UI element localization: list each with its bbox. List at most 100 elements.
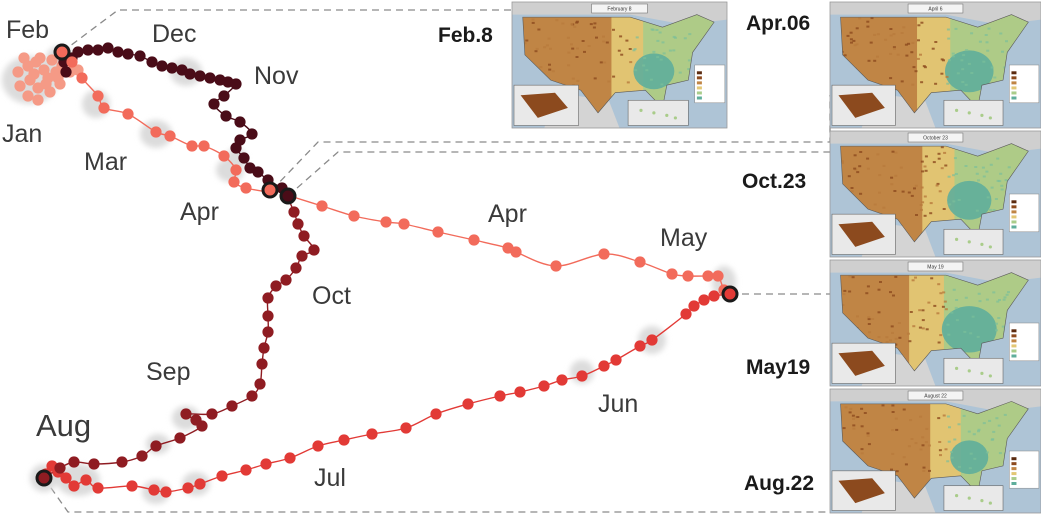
curve-dot-fall-23 <box>296 250 308 262</box>
curve-dot-jan-cluster-16 <box>46 54 58 66</box>
curve-dot-summer-25 <box>182 482 194 494</box>
curve-dot-fall-20 <box>270 280 282 292</box>
curve-dot-fall-19 <box>262 292 274 304</box>
curve-dot-fall-22 <box>290 262 302 274</box>
curve-dot-summer-17 <box>366 428 378 440</box>
map-title: August 22 <box>924 394 947 400</box>
curve-dot-winter-3 <box>72 46 84 58</box>
date-label-aug22: Aug.22 <box>744 472 814 495</box>
curve-dot-fall-10 <box>180 408 192 420</box>
curve-dot-spring-early-13 <box>240 182 252 194</box>
curve-dot-winter-6 <box>102 42 114 54</box>
curve-dot-summer-8 <box>598 360 610 372</box>
curve-dot-spring-late-2 <box>348 210 360 222</box>
curve-dot-spring-early-1 <box>66 56 78 68</box>
month-label-jan: Jan <box>2 120 42 148</box>
curve-dot-spring-early-2 <box>76 72 88 84</box>
curve-dot-fall-14 <box>254 378 266 390</box>
curve-dot-spring-early-6 <box>150 126 162 138</box>
curve-dot-fall-2 <box>68 456 80 468</box>
curve-dot-winter-9 <box>134 50 146 62</box>
curve-dot-spring-early-11 <box>230 164 242 176</box>
curve-dot-jan-cluster-5 <box>14 80 26 92</box>
map-title: February 8 <box>607 7 631 13</box>
curve-dot-summer-30 <box>80 474 92 486</box>
curve-dot-summer-24 <box>194 478 206 490</box>
curve-dot-summer-20 <box>284 452 296 464</box>
curve-dot-winter-24 <box>246 128 258 140</box>
curve-dot-fall-12 <box>226 400 238 412</box>
curve-dot-fall-24 <box>308 244 320 256</box>
curve-dot-summer-7 <box>610 354 622 366</box>
curve-dot-fall-15 <box>256 358 268 370</box>
curve-dot-summer-11 <box>538 380 550 392</box>
curve-dot-summer-9 <box>576 370 588 382</box>
curve-dot-summer-4 <box>680 308 692 320</box>
curve-dot-summer-5 <box>646 334 658 346</box>
month-label-jul: Jul <box>314 464 346 492</box>
curve-dot-fall-27 <box>288 206 300 218</box>
curve-dot-fall-1 <box>54 462 66 474</box>
month-label-nov: Nov <box>254 62 299 90</box>
curve-dot-fall-9 <box>190 414 202 426</box>
curve-dot-spring-early-3 <box>92 90 104 102</box>
map-hawaii-inset <box>943 357 1004 384</box>
map-hawaii-inset <box>627 99 689 126</box>
curve-dot-summer-15 <box>430 408 442 420</box>
month-label-sep: Sep <box>146 358 190 386</box>
month-label-apr-right: Apr <box>488 200 527 228</box>
curve-dot-spring-late-9 <box>550 260 562 272</box>
curve-dot-winter-15 <box>194 70 206 82</box>
curve-dot-fall-11 <box>206 408 218 420</box>
curve-dot-jan-cluster-18 <box>18 52 30 64</box>
curve-dot-jan-cluster-9 <box>22 90 34 102</box>
curve-dot-spring-late-14 <box>702 270 714 282</box>
curve-dot-summer-12 <box>514 386 526 398</box>
curve-dot-summer-26 <box>160 486 172 498</box>
curve-dot-winter-27 <box>238 152 250 164</box>
curve-dot-winter-4 <box>82 44 94 56</box>
curve-dot-winter-7 <box>112 46 124 58</box>
curve-dot-fall-7 <box>174 432 186 444</box>
curve-dot-spring-late-5 <box>432 226 444 238</box>
month-label-apr-left: Apr <box>180 198 219 226</box>
curve-dot-winter-23 <box>234 116 246 128</box>
marker-may19 <box>721 285 739 303</box>
curve-dot-spring-late-11 <box>634 256 646 268</box>
marker-apr06 <box>261 181 279 199</box>
drought-map-2: October 23 <box>829 130 1041 258</box>
curve-dot-winter-14 <box>184 68 196 80</box>
curve-dot-spring-late-4 <box>398 218 410 230</box>
curve-dot-winter-16 <box>204 72 216 84</box>
date-label-apr06: Apr.06 <box>746 12 810 35</box>
curve-dot-summer-28 <box>126 480 138 492</box>
curve-dot-jan-cluster-21 <box>52 72 64 84</box>
curve-dot-spring-late-8 <box>510 246 522 258</box>
leader-oct <box>287 151 830 197</box>
map-title-box <box>907 132 964 143</box>
curve-dot-winter-11 <box>156 60 168 72</box>
curve-dot-jan-cluster-10 <box>32 94 44 106</box>
date-labels: Feb.8 Apr.06 Oct.23 May19 Aug.22 <box>438 12 814 495</box>
curve-dot-fall-16 <box>258 342 270 354</box>
drought-map-0: February 8 <box>511 1 728 129</box>
curve-dot-fall-6 <box>150 440 162 452</box>
map-hawaii-inset <box>943 99 1004 126</box>
curve-dot-summer-13 <box>494 390 506 402</box>
curve-dot-spring-late-1 <box>316 200 328 212</box>
curve-dot-fall-3 <box>88 458 100 470</box>
curve-dot-fall-17 <box>262 326 274 338</box>
curve-dot-fall-26 <box>292 218 304 230</box>
curve-dot-fall-5 <box>136 450 148 462</box>
curve-dot-summer-22 <box>240 464 252 476</box>
curve-dot-fall-4 <box>116 456 128 468</box>
curve-dot-spring-late-12 <box>666 268 678 280</box>
curve-dot-spring-early-5 <box>122 108 134 120</box>
date-label-oct23: Oct.23 <box>742 170 806 193</box>
curve-dot-summer-3 <box>688 300 700 312</box>
date-label-feb8: Feb.8 <box>438 24 493 47</box>
curve-dot-fall-25 <box>298 230 310 242</box>
drought-map-1: April 6 <box>829 1 1041 129</box>
marker-oct23 <box>279 187 297 205</box>
